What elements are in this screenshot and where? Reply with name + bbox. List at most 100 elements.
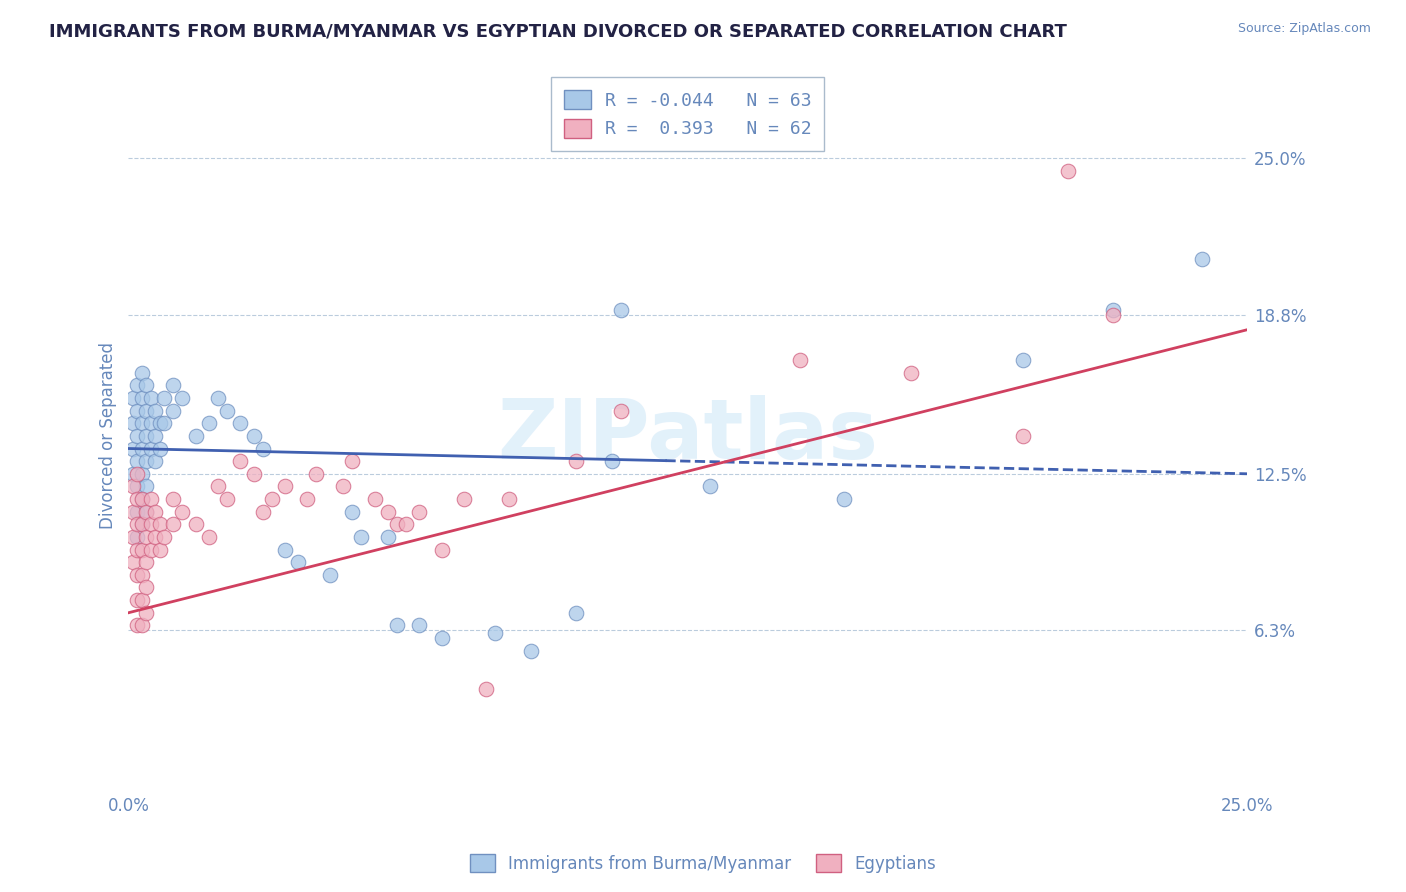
Point xyxy=(789,353,811,368)
Point xyxy=(135,606,157,620)
Point xyxy=(475,681,498,696)
Point xyxy=(184,517,207,532)
Point xyxy=(377,505,399,519)
Point xyxy=(229,416,252,430)
Point xyxy=(122,479,145,493)
Point xyxy=(274,542,297,557)
Point xyxy=(131,593,153,607)
Point xyxy=(127,454,149,468)
Point xyxy=(1101,302,1123,317)
Point xyxy=(127,467,149,481)
Point xyxy=(319,567,342,582)
Point xyxy=(1012,429,1035,443)
Point xyxy=(149,542,172,557)
Point xyxy=(135,530,157,544)
Point xyxy=(385,517,408,532)
Point xyxy=(565,454,588,468)
Point xyxy=(430,542,453,557)
Point xyxy=(127,378,149,392)
Point xyxy=(122,530,145,544)
Text: Source: ZipAtlas.com: Source: ZipAtlas.com xyxy=(1237,22,1371,36)
Point xyxy=(153,391,176,405)
Point xyxy=(139,491,162,506)
Point xyxy=(127,618,149,632)
Point xyxy=(172,505,194,519)
Point xyxy=(135,378,157,392)
Point xyxy=(408,505,430,519)
Point xyxy=(127,530,149,544)
Point xyxy=(122,416,145,430)
Point xyxy=(520,643,543,657)
Point xyxy=(699,479,721,493)
Point xyxy=(135,429,157,443)
Point xyxy=(135,454,157,468)
Point xyxy=(242,467,264,481)
Point xyxy=(135,581,157,595)
Point xyxy=(162,378,184,392)
Point xyxy=(332,479,354,493)
Point xyxy=(149,517,172,532)
Point xyxy=(274,479,297,493)
Point xyxy=(395,517,418,532)
Point xyxy=(127,429,149,443)
Point xyxy=(340,505,363,519)
Point xyxy=(131,391,153,405)
Point xyxy=(260,491,283,506)
Point xyxy=(198,530,221,544)
Text: ZIPatlas: ZIPatlas xyxy=(498,395,879,476)
Point xyxy=(131,366,153,380)
Point xyxy=(131,442,153,456)
Point xyxy=(149,442,172,456)
Point xyxy=(131,416,153,430)
Point xyxy=(131,542,153,557)
Point xyxy=(127,479,149,493)
Point xyxy=(834,491,856,506)
Point xyxy=(139,542,162,557)
Point xyxy=(135,479,157,493)
Point xyxy=(1012,353,1035,368)
Point xyxy=(600,454,623,468)
Point xyxy=(127,542,149,557)
Point xyxy=(135,403,157,417)
Point xyxy=(127,505,149,519)
Point xyxy=(207,391,229,405)
Point xyxy=(122,467,145,481)
Point xyxy=(377,530,399,544)
Point xyxy=(127,491,149,506)
Point xyxy=(135,505,157,519)
Point xyxy=(131,517,153,532)
Point xyxy=(127,517,149,532)
Point xyxy=(252,442,274,456)
Point xyxy=(172,391,194,405)
Point xyxy=(305,467,328,481)
Point xyxy=(135,505,157,519)
Point xyxy=(453,491,475,506)
Point xyxy=(131,467,153,481)
Point xyxy=(131,618,153,632)
Point xyxy=(900,366,922,380)
Legend: Immigrants from Burma/Myanmar, Egyptians: Immigrants from Burma/Myanmar, Egyptians xyxy=(463,847,943,880)
Point xyxy=(143,454,166,468)
Point xyxy=(297,491,319,506)
Point xyxy=(122,391,145,405)
Point xyxy=(139,416,162,430)
Point xyxy=(484,626,506,640)
Point xyxy=(207,479,229,493)
Point xyxy=(162,403,184,417)
Point xyxy=(122,442,145,456)
Point xyxy=(363,491,385,506)
Point xyxy=(139,442,162,456)
Point xyxy=(184,429,207,443)
Point xyxy=(143,403,166,417)
Point xyxy=(122,555,145,569)
Point xyxy=(162,491,184,506)
Point xyxy=(1101,308,1123,322)
Point xyxy=(498,491,520,506)
Point xyxy=(1057,163,1080,178)
Point xyxy=(127,593,149,607)
Point xyxy=(139,391,162,405)
Point xyxy=(131,517,153,532)
Point xyxy=(162,517,184,532)
Point xyxy=(153,416,176,430)
Point xyxy=(143,505,166,519)
